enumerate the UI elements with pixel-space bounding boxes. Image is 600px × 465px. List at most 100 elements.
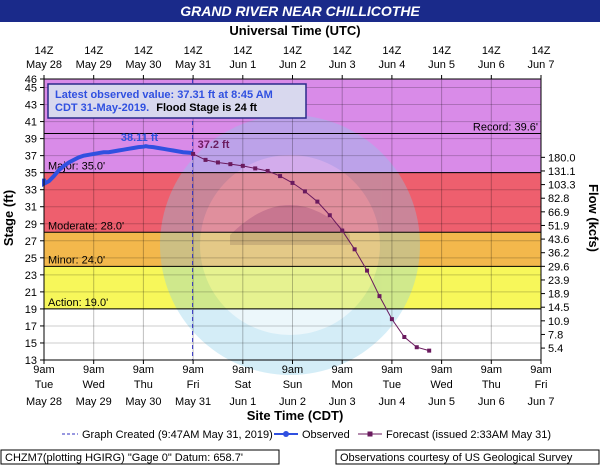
right-tick-label: 82.8 <box>548 193 569 205</box>
top-tick-date: May 28 <box>26 59 62 71</box>
left-tick-label: 23 <box>25 270 37 282</box>
info-line-2-date: CDT 31-May-2019. <box>55 102 149 114</box>
bottom-tick-date: May 31 <box>175 396 211 408</box>
top-tick-date: May 30 <box>125 59 161 71</box>
top-tick-date: Jun 6 <box>478 59 505 71</box>
forecast-point <box>315 199 320 204</box>
forecast-point <box>253 166 258 171</box>
bottom-tick-date: Jun 7 <box>528 396 555 408</box>
threshold-label: Action: 19.0' <box>48 297 108 309</box>
bottom-tick-time: 9am <box>83 364 104 376</box>
forecast-point <box>290 180 295 185</box>
bottom-tick-time: 9am <box>331 364 352 376</box>
bottom-tick-date: May 29 <box>76 396 112 408</box>
footer-right-text: Observations courtesy of US Geological S… <box>340 452 573 464</box>
top-tick-date: Jun 1 <box>229 59 256 71</box>
left-tick-label: 15 <box>25 338 37 350</box>
bottom-tick-time: 9am <box>530 364 551 376</box>
legend-forecast-marker <box>367 431 373 437</box>
bottom-axis-ticks: 9am Tue May 28 9am Wed May 29 9am Thu May 30 9am F… <box>26 360 555 408</box>
top-tick-label: 14Z <box>134 45 153 57</box>
info-line-1: Latest observed value: 37.31 ft at 8:45 … <box>55 89 273 101</box>
right-tick-label: 10.9 <box>548 316 569 328</box>
forecast-series <box>192 153 430 352</box>
top-tick-date: Jun 4 <box>378 59 405 71</box>
bottom-tick-time: 9am <box>381 364 402 376</box>
bottom-tick-day: Mon <box>331 379 352 391</box>
bottom-tick-time: 9am <box>33 364 54 376</box>
right-tick-label: 180.0 <box>548 152 576 164</box>
bottom-tick-day: Wed <box>82 379 104 391</box>
forecast-point <box>365 268 370 273</box>
forecast-point <box>278 174 283 179</box>
left-tick-label: 43 <box>25 100 37 112</box>
legend-observed-text: Observed <box>302 429 350 441</box>
noaa-watermark <box>160 115 420 375</box>
bottom-tick-day: Fri <box>187 379 200 391</box>
bottom-tick-day: Sun <box>283 379 303 391</box>
bottom-axis-title: Site Time (CDT) <box>247 408 344 423</box>
bottom-tick-time: 9am <box>282 364 303 376</box>
bottom-tick-date: Jun 2 <box>279 396 306 408</box>
forecast-point <box>389 317 394 322</box>
left-tick-label: 39 <box>25 134 37 146</box>
band-minor <box>44 266 541 309</box>
left-tick-label: 25 <box>25 253 37 265</box>
info-line-2: CDT 31-May-2019. Flood Stage is 24 ft <box>55 102 257 114</box>
right-tick-label: 131.1 <box>548 166 576 178</box>
forecast-point <box>265 168 270 173</box>
top-tick-label: 14Z <box>35 45 54 57</box>
left-tick-label: 13 <box>25 355 37 367</box>
left-tick-label: 17 <box>25 321 37 333</box>
top-tick-date: Jun 2 <box>279 59 306 71</box>
left-tick-label: 21 <box>25 287 37 299</box>
bottom-tick-date: May 28 <box>26 396 62 408</box>
bottom-tick-day: Tue <box>35 379 54 391</box>
top-tick-label: 14Z <box>184 45 203 57</box>
legend-observed-marker <box>283 431 289 437</box>
forecast-point <box>352 247 357 252</box>
footer-right-box <box>335 449 600 465</box>
band-normal <box>44 308 541 360</box>
bottom-tick-day: Thu <box>482 379 501 391</box>
legend-graph-created-text: Graph Created (9:47AM May 31, 2019) <box>82 429 273 441</box>
bottom-tick-day: Wed <box>430 379 452 391</box>
bottom-tick-time: 9am <box>133 364 154 376</box>
right-tick-label: 14.5 <box>548 302 569 314</box>
left-tick-label: 41 <box>25 117 37 129</box>
legend: Graph Created (9:47AM May 31, 2019) Obse… <box>62 429 551 441</box>
top-tick-label: 14Z <box>283 45 302 57</box>
right-tick-label: 103.3 <box>548 180 576 192</box>
forecast-point <box>377 294 382 299</box>
info-line-2-flood: Flood Stage is 24 ft <box>156 102 257 114</box>
top-tick-label: 14Z <box>333 45 352 57</box>
threshold-lines: Record: 39.6'Major: 35.0'Moderate: 28.0'… <box>44 121 541 310</box>
y-axis-left-title: Stage (ft) <box>1 190 16 246</box>
bottom-tick-time: 9am <box>232 364 253 376</box>
top-tick-date: Jun 5 <box>428 59 455 71</box>
title-bar <box>0 0 600 22</box>
right-tick-label: 66.9 <box>548 207 569 219</box>
forecast-point <box>414 345 419 350</box>
right-tick-label: 23.9 <box>548 275 569 287</box>
threshold-label: Moderate: 28.0' <box>48 220 124 232</box>
right-tick-label: 36.2 <box>548 248 569 260</box>
top-tick-date: Jun 3 <box>329 59 356 71</box>
right-tick-label: 5.4 <box>548 343 563 355</box>
legend-forecast-text: Forecast (issued 2:33AM May 31) <box>386 429 551 441</box>
bottom-tick-date: Jun 6 <box>478 396 505 408</box>
top-tick-label: 14Z <box>532 45 551 57</box>
info-box: Latest observed value: 37.31 ft at 8:45 … <box>47 83 307 119</box>
right-tick-label: 7.8 <box>548 329 563 341</box>
top-axis-title: Universal Time (UTC) <box>229 23 360 38</box>
top-tick-label: 14Z <box>84 45 103 57</box>
bottom-tick-day: Sat <box>235 379 252 391</box>
left-tick-label: 27 <box>25 236 37 248</box>
top-tick-date: May 29 <box>76 59 112 71</box>
left-tick-label: 31 <box>25 202 37 214</box>
bottom-tick-time: 9am <box>182 364 203 376</box>
right-tick-label: 18.9 <box>548 289 569 301</box>
bottom-tick-date: May 30 <box>125 396 161 408</box>
